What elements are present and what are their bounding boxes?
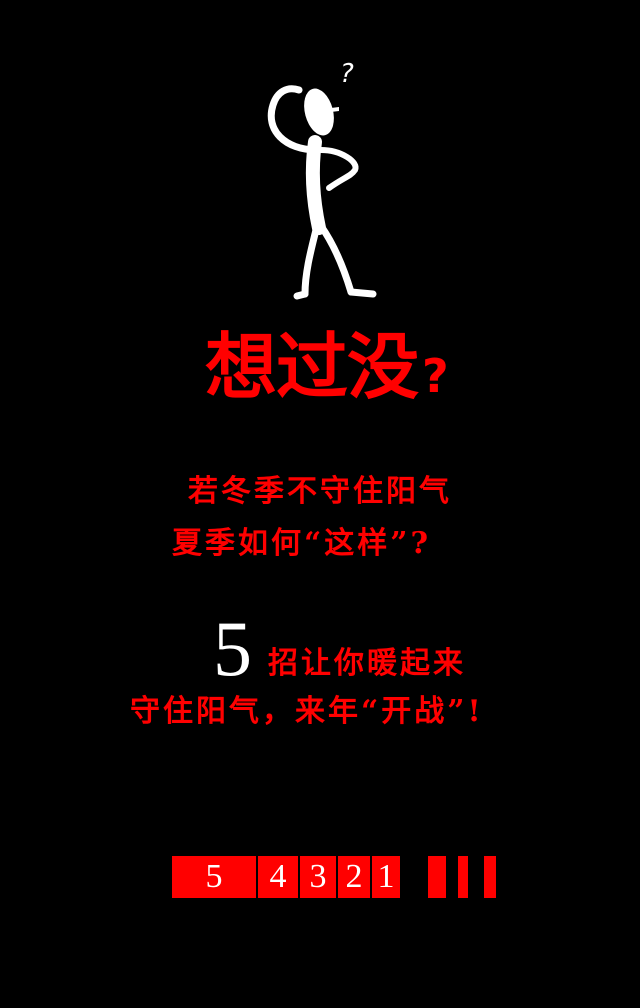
- tips-line-2: 守住阳气，来年“开战”!: [130, 694, 484, 729]
- headline-text: 想过没: [205, 325, 419, 409]
- question-mark-icon: ?: [340, 59, 354, 89]
- headline-question-mark: ?: [422, 349, 449, 403]
- countdown-bar-segment: [458, 856, 468, 898]
- question-line-1: 若冬季不守住阳气: [188, 474, 452, 509]
- countdown-bar-segment: [484, 856, 496, 898]
- countdown-digit-2: 2: [338, 856, 370, 898]
- countdown-digit-3: 3: [300, 856, 336, 898]
- tips-line-1: 招让你暖起来: [268, 646, 466, 681]
- question-line-2: 夏季如何“这样”?: [172, 526, 432, 561]
- countdown-digit-5: 5: [172, 856, 256, 898]
- countdown-digit-4: 4: [258, 856, 298, 898]
- headline: 想过没?: [205, 322, 505, 412]
- countdown-bar: 5 4 3 2 1: [172, 856, 498, 898]
- tips-number: 5: [213, 605, 252, 692]
- thinking-stick-figure-icon: ?: [267, 59, 377, 300]
- countdown-bar-segment: [428, 856, 446, 898]
- countdown-digit-1: 1: [372, 856, 400, 898]
